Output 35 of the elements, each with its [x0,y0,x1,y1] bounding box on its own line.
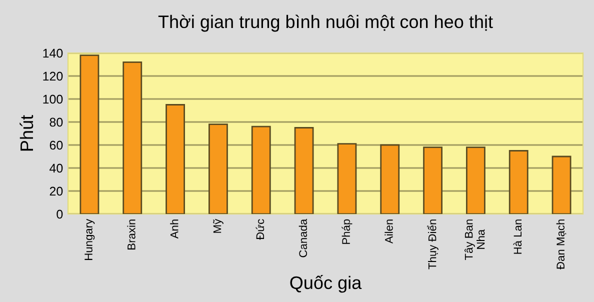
y-tick-label: 80 [50,118,63,127]
bar [208,124,228,214]
bar [380,144,400,214]
x-axis-title: Quốc gia [290,275,362,293]
y-tick-label: 0 [56,210,63,219]
x-tick-label: Canada [298,218,308,258]
x-tick-label: Thụy Điển [427,220,438,270]
x-tick-label: Hungary [84,218,95,260]
bar [423,146,442,214]
x-tick-label: Mỹ [213,218,224,233]
bar [337,143,357,214]
y-tick-label: 100 [43,94,63,104]
bar [466,146,486,214]
x-tick-label: Đan Mạch [556,220,566,270]
bar [552,156,572,214]
chart-title: Thời gian trung bình nuôi một con heo thịt [158,14,493,32]
bar [122,62,142,214]
x-tick-label: Pháp [342,219,352,244]
bar [251,126,271,214]
x-tick-label: Tây Ban Nha [464,220,485,260]
x-tick-label: Hà Lan [513,220,522,254]
y-tick-label: 40 [50,164,63,173]
bar [508,150,528,214]
bar [166,104,185,214]
y-tick-label: 60 [50,140,63,150]
y-tick-label: 140 [43,48,63,58]
x-tick-label: Braxin [127,220,136,250]
x-tick-label: Đức [256,219,264,240]
x-tick-label: Ailen [384,220,393,244]
x-tick-label: Anh [170,220,178,239]
y-axis-title: Phút [20,115,34,151]
bar [80,54,100,214]
y-tick-label: 20 [50,186,63,196]
bar [294,127,314,214]
y-tick-label: 120 [43,72,63,81]
